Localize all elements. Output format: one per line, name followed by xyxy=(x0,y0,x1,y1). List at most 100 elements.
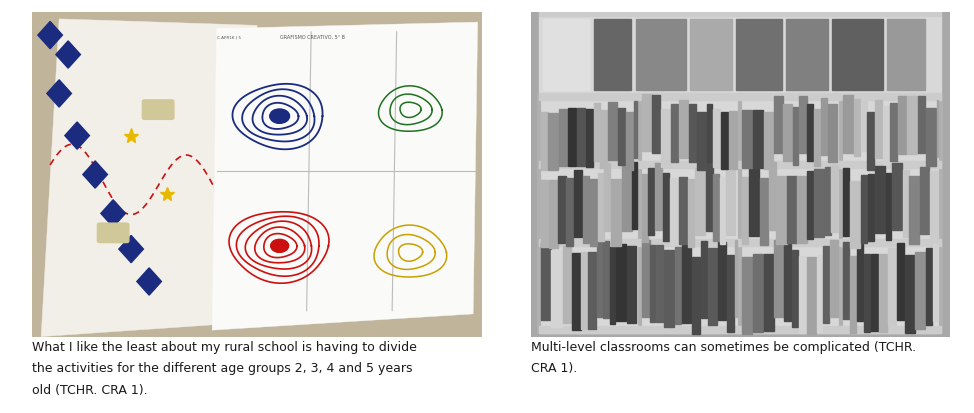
Bar xyxy=(708,248,717,325)
Bar xyxy=(919,167,929,234)
Bar xyxy=(786,19,828,90)
Bar xyxy=(688,179,694,247)
Bar xyxy=(594,19,631,90)
Bar xyxy=(930,171,938,238)
Bar xyxy=(868,174,875,241)
Bar xyxy=(792,250,798,328)
Bar xyxy=(642,174,648,242)
Bar xyxy=(876,166,885,233)
Bar xyxy=(764,254,773,331)
Bar xyxy=(910,176,918,244)
Bar xyxy=(871,254,878,331)
Bar xyxy=(798,176,806,243)
Bar xyxy=(642,240,650,317)
Bar xyxy=(742,257,752,334)
Bar xyxy=(632,161,637,229)
Polygon shape xyxy=(65,122,90,149)
Text: C.APR1K | 5: C.APR1K | 5 xyxy=(216,36,241,39)
Polygon shape xyxy=(41,19,257,337)
Bar xyxy=(907,96,918,154)
Bar xyxy=(587,252,596,329)
Circle shape xyxy=(271,239,288,252)
Bar xyxy=(918,96,925,154)
Bar xyxy=(626,112,633,170)
Bar xyxy=(825,167,831,235)
Bar xyxy=(814,169,824,237)
Bar xyxy=(603,241,610,318)
Bar xyxy=(594,103,600,161)
Bar xyxy=(701,241,707,318)
Bar xyxy=(618,107,625,165)
Bar xyxy=(854,99,860,156)
Bar xyxy=(883,106,889,164)
Bar xyxy=(642,94,652,151)
Bar xyxy=(926,108,936,166)
Bar xyxy=(892,163,903,230)
Bar xyxy=(817,255,822,332)
Circle shape xyxy=(270,109,289,123)
Polygon shape xyxy=(38,21,62,49)
Bar xyxy=(821,97,827,155)
Bar xyxy=(598,173,604,241)
Bar xyxy=(850,181,860,248)
Bar xyxy=(627,246,636,323)
Bar xyxy=(693,257,700,334)
Bar xyxy=(753,254,763,332)
Bar xyxy=(774,96,783,153)
Bar xyxy=(868,112,874,170)
Bar xyxy=(888,248,896,325)
Bar xyxy=(675,247,681,324)
Polygon shape xyxy=(212,22,477,330)
Bar xyxy=(713,174,719,242)
Bar xyxy=(610,247,616,324)
Bar xyxy=(850,256,856,333)
Bar xyxy=(875,100,882,158)
Bar xyxy=(774,240,783,317)
Bar xyxy=(843,242,849,320)
Bar xyxy=(706,163,713,230)
Bar xyxy=(679,100,689,158)
Bar xyxy=(776,176,787,244)
Bar xyxy=(783,244,791,321)
Bar xyxy=(886,173,891,240)
Bar xyxy=(887,19,924,90)
Bar xyxy=(621,164,632,231)
Bar xyxy=(727,168,735,235)
Bar xyxy=(760,178,768,245)
Bar xyxy=(670,178,679,245)
Bar xyxy=(660,109,670,166)
Bar xyxy=(916,252,925,329)
Bar xyxy=(903,170,909,237)
Bar xyxy=(861,176,867,243)
Bar xyxy=(905,256,915,332)
Bar xyxy=(636,19,686,90)
Bar xyxy=(540,326,941,333)
Bar xyxy=(583,176,589,243)
Bar xyxy=(680,177,687,244)
Polygon shape xyxy=(83,161,107,188)
Bar xyxy=(540,93,941,100)
Bar xyxy=(651,245,656,322)
Polygon shape xyxy=(119,235,143,263)
Bar xyxy=(671,104,679,162)
Bar xyxy=(649,168,655,235)
Bar xyxy=(558,176,566,243)
Bar xyxy=(832,165,838,232)
Bar xyxy=(542,243,550,320)
Bar xyxy=(764,112,773,169)
Bar xyxy=(721,112,729,169)
Bar xyxy=(586,109,593,166)
Bar xyxy=(696,112,706,170)
Bar xyxy=(783,104,792,161)
Bar xyxy=(572,253,581,330)
FancyBboxPatch shape xyxy=(142,100,174,119)
Bar xyxy=(799,95,806,153)
Bar xyxy=(542,180,548,247)
Bar xyxy=(857,244,863,321)
Bar xyxy=(864,254,871,332)
Bar xyxy=(769,162,775,230)
Bar xyxy=(559,109,567,166)
Bar xyxy=(548,113,558,170)
Bar xyxy=(843,95,853,153)
Bar xyxy=(823,246,829,323)
